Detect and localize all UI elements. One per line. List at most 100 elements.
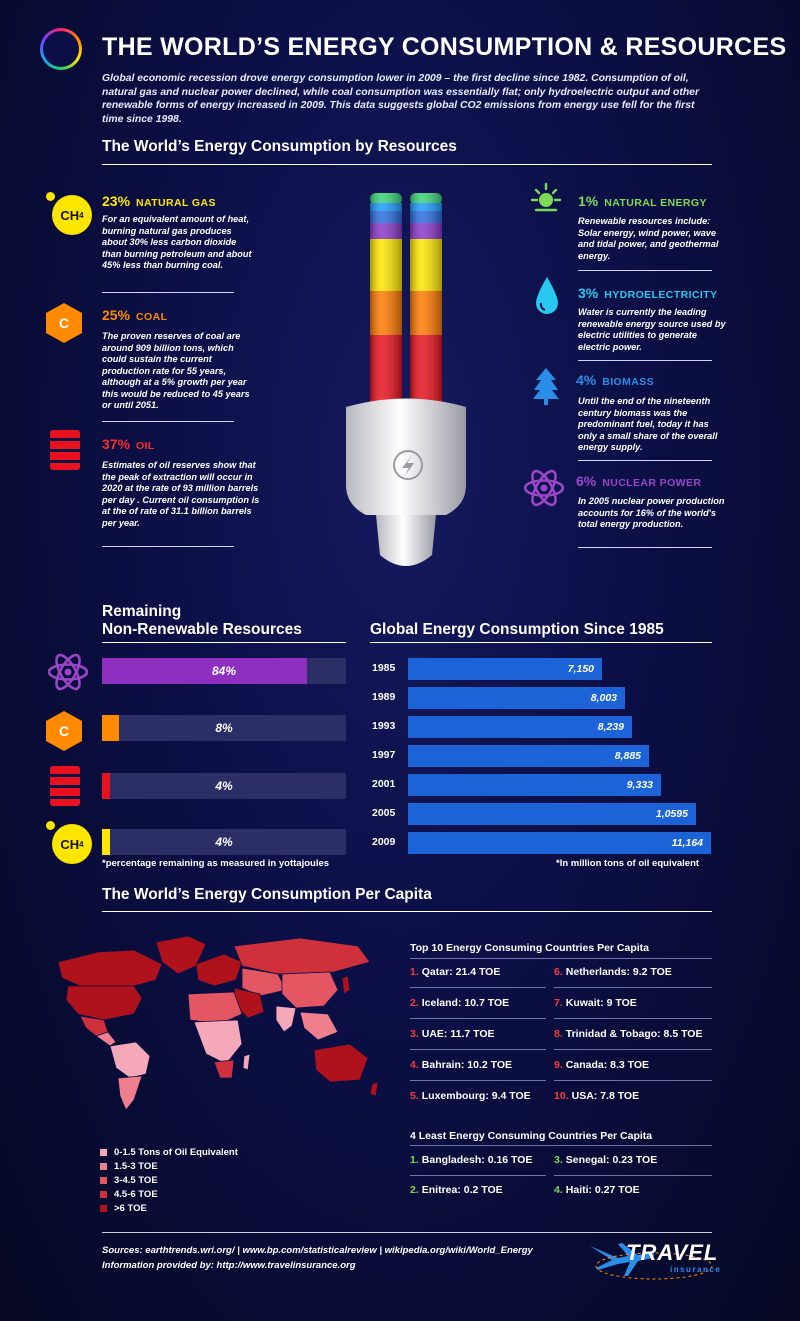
divider xyxy=(410,1049,546,1050)
divider xyxy=(554,1049,712,1050)
map-russia xyxy=(233,937,371,975)
map-madagascar xyxy=(242,1053,251,1071)
chart-note: *In million tons of oil equivalent xyxy=(556,858,700,869)
map-south-america-south xyxy=(117,1075,143,1111)
divider xyxy=(410,1145,712,1146)
country-rank: 4. xyxy=(410,1059,419,1071)
legend-item: 1.5-3 TOE xyxy=(100,1161,158,1172)
legend-item: 0-1.5 Tons of Oil Equivalent xyxy=(100,1147,238,1158)
intro-paragraph: Global economic recession drove energy c… xyxy=(102,73,700,125)
nuclear-power-text: In 2005 nuclear power production account… xyxy=(578,496,725,529)
remaining-bar-label: 4% xyxy=(215,779,233,793)
consumption-value-label: 1,0595 xyxy=(655,808,688,820)
consumption-value-label: 9,333 xyxy=(626,779,653,791)
legend-label: >6 TOE xyxy=(114,1203,147,1214)
natural-gas-text: For an equivalent amount of heat, burnin… xyxy=(102,214,252,270)
country-item: 3. Senegal: 0.23 TOE xyxy=(554,1154,657,1166)
consumption-value-label: 8,003 xyxy=(590,692,617,704)
country-name-value: Luxembourg: 9.4 TOE xyxy=(421,1090,531,1102)
consumption-value-label: 8,239 xyxy=(597,721,624,733)
divider xyxy=(554,987,712,988)
map-central-america xyxy=(95,1031,117,1047)
map-north-africa xyxy=(187,991,243,1025)
atom-icon xyxy=(523,469,565,507)
divider xyxy=(102,546,234,547)
legend-label: 0-1.5 Tons of Oil Equivalent xyxy=(114,1147,238,1158)
remaining-bar: 4% xyxy=(102,773,346,799)
natural-gas-heading: 23% NATURAL GAS xyxy=(102,193,216,209)
legend-item: >6 TOE xyxy=(100,1203,147,1214)
country-rank: 9. xyxy=(554,1059,563,1071)
footer-divider xyxy=(102,1232,712,1233)
divider xyxy=(102,292,234,293)
country-rank: 1. xyxy=(410,966,419,978)
consumption-value-label: 11,164 xyxy=(671,837,703,849)
bulb-tube-right xyxy=(410,193,442,403)
map-canada xyxy=(57,949,163,989)
remaining-bar-label: 8% xyxy=(215,721,233,735)
coal-hexagon-icon: C xyxy=(46,303,82,343)
country-item: 4. Haiti: 0.27 TOE xyxy=(554,1184,640,1196)
divider xyxy=(578,270,712,271)
map-australia xyxy=(313,1043,369,1083)
consumption-bar: 8,885 xyxy=(408,745,649,767)
map-india xyxy=(275,1005,297,1033)
map-japan xyxy=(341,975,351,995)
consumption-bar: 8,239 xyxy=(408,716,632,738)
natural-energy-text: Renewable resources include: Solar energ… xyxy=(578,216,719,261)
logo-sub: insurance xyxy=(670,1265,722,1274)
country-name-value: Bangladesh: 0.16 TOE xyxy=(421,1154,533,1166)
legend-swatch xyxy=(100,1163,107,1170)
map-china xyxy=(281,971,339,1009)
hydroelectricity-heading: 3% HYDROELECTRICITY xyxy=(578,285,718,301)
year-tick-label: 2001 xyxy=(372,778,396,790)
consumption-bar: 9,333 xyxy=(408,774,661,796)
ch4-icon: CH 4 xyxy=(46,821,92,864)
consumption-bar: 7,150 xyxy=(408,658,602,680)
atom-icon xyxy=(47,653,89,691)
remaining-bar-fill xyxy=(102,773,110,799)
divider xyxy=(554,1080,712,1081)
divider xyxy=(554,1018,712,1019)
divider xyxy=(554,1175,712,1176)
remaining-bar-fill xyxy=(102,658,307,684)
country-name-value: Enitrea: 0.2 TOE xyxy=(421,1184,503,1196)
map-central-asia xyxy=(241,967,287,997)
legend-item: 3-4.5 TOE xyxy=(100,1175,158,1186)
divider xyxy=(410,987,546,988)
country-item: 9. Canada: 8.3 TOE xyxy=(554,1059,649,1071)
year-tick-label: 2005 xyxy=(372,807,396,819)
country-rank: 2. xyxy=(410,997,419,1009)
legend-label: 1.5-3 TOE xyxy=(114,1161,158,1172)
remaining-note: *percentage remaining as measured in yot… xyxy=(102,858,330,869)
country-item: 7. Kuwait: 9 TOE xyxy=(554,997,637,1009)
divider xyxy=(578,360,712,361)
coal-heading: 25% COAL xyxy=(102,307,168,323)
country-rank: 3. xyxy=(554,1154,563,1166)
consumption-value-label: 8,885 xyxy=(614,750,641,762)
tree-icon xyxy=(533,368,559,405)
rainbow-ring-logo-icon xyxy=(40,28,82,70)
legend-label: 4.5-6 TOE xyxy=(114,1189,158,1200)
country-rank: 1. xyxy=(410,1154,419,1166)
country-rank: 4. xyxy=(554,1184,563,1196)
country-name-value: Kuwait: 9 TOE xyxy=(565,997,637,1009)
legend-swatch xyxy=(100,1191,107,1198)
country-name-value: Trinidad & Tobago: 8.5 TOE xyxy=(565,1028,703,1040)
world-map xyxy=(57,935,379,1111)
natural-energy-heading: 1% NATURAL ENERGY xyxy=(578,193,707,209)
divider xyxy=(410,1080,546,1081)
oil-text: Estimates of oil reserves show that the … xyxy=(102,460,260,528)
year-tick-label: 1993 xyxy=(372,720,396,732)
map-new-zealand xyxy=(369,1081,379,1097)
oil-heading: 37% OIL xyxy=(102,436,155,452)
country-item: 3. UAE: 11.7 TOE xyxy=(410,1028,495,1040)
ch4-icon: CH 4 xyxy=(46,192,92,235)
country-rank: 5. xyxy=(410,1090,419,1102)
country-item: 5. Luxembourg: 9.4 TOE xyxy=(410,1090,531,1102)
country-name-value: Haiti: 0.27 TOE xyxy=(565,1184,640,1196)
section-divider xyxy=(102,164,712,165)
consumption-value-label: 7,150 xyxy=(567,663,594,675)
year-tick-label: 2009 xyxy=(372,836,396,848)
map-south-america-north xyxy=(109,1041,151,1079)
